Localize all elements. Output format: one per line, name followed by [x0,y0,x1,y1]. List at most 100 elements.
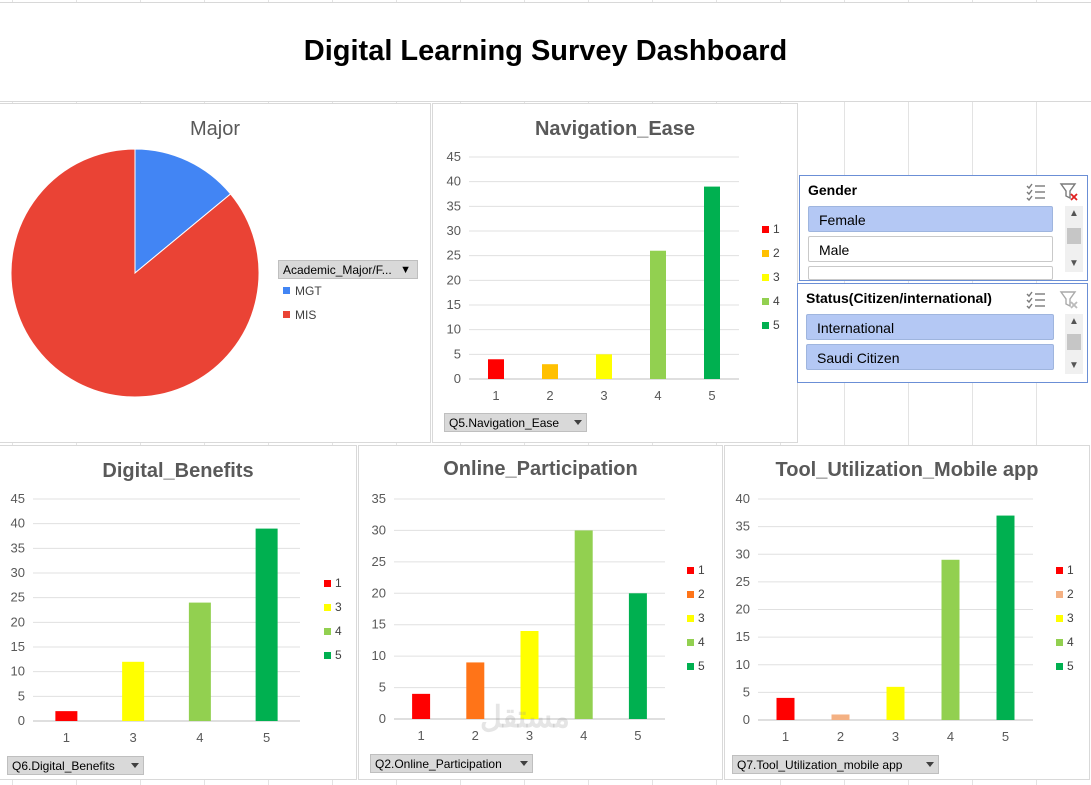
benefits-chart-panel[interactable]: Digital_Benefits 0 5 10 15 20 25 30 35 40 45 1 3 4 5 1… [0,445,357,780]
gender-scrollbar[interactable]: ▲ ▼ [1065,206,1083,272]
dashboard-title: Digital Learning Survey Dashboard [303,35,788,67]
y-tick-label: 40 [736,491,750,506]
y-tick-label: 30 [736,546,750,561]
y-tick-label: 20 [736,602,750,617]
legend-swatch [687,615,694,622]
chevron-down-icon [520,761,528,766]
y-tick-label: 0 [379,711,386,726]
x-tick-label: 5 [1002,729,1009,744]
x-tick-label: 1 [417,728,424,743]
online-filter-button[interactable]: Q2.Online_Participation [370,754,533,773]
chevron-up-icon[interactable]: ▲ [1069,316,1079,327]
x-tick-label: 3 [130,730,137,745]
scroll-thumb[interactable] [1067,334,1081,350]
bar-1[interactable] [412,693,431,719]
legend-swatch [762,250,769,257]
chevron-down-icon [131,763,139,768]
slicer-tools [1025,181,1081,206]
legend-swatch [1056,591,1063,598]
major-filter-button[interactable]: Academic_Major/F... ▼ [278,260,418,279]
legend-label: 4 [773,294,780,308]
bar-1[interactable] [776,697,795,720]
bar-2[interactable] [466,662,485,719]
bar-4[interactable] [188,602,211,721]
bar-1[interactable] [488,359,504,379]
legend-swatch [687,591,694,598]
tool-chart-title: Tool_Utilization_Mobile app [775,459,1039,481]
bar-3[interactable] [122,661,145,721]
chevron-down-icon[interactable]: ▼ [1069,258,1079,269]
bar-2[interactable] [542,364,558,379]
navigation-chart-panel[interactable]: Navigation_Ease 0 5 10 15 20 25 30 35 40 45 1 2 3 4 5 1… [432,103,798,443]
legend-label: 3 [773,270,780,284]
chevron-down-icon [574,420,582,425]
pie-slice-mis[interactable] [10,149,260,398]
bar-2[interactable] [831,714,850,720]
y-tick-label: 20 [11,614,25,629]
tool-chart-panel[interactable]: Tool_Utilization_Mobile app 0 5 10 15 20 25 30… [724,445,1090,780]
y-tick-label: 35 [736,519,750,534]
bar-3[interactable] [886,686,905,720]
bar-5[interactable] [996,515,1015,720]
multi-select-icon[interactable] [1025,181,1081,202]
tool-filter-button[interactable]: Q7.Tool_Utilization_mobile app [732,755,939,774]
chevron-down-icon[interactable]: ▼ [1069,360,1079,371]
chevron-up-icon[interactable]: ▲ [1069,208,1079,219]
x-tick-label: 4 [580,728,587,743]
y-tick-label: 10 [11,664,25,679]
gender-slicer-title: Gender [808,182,858,198]
x-tick-label: 5 [708,388,715,403]
legend-label: 1 [773,222,780,236]
title-band [0,2,1091,102]
y-tick-label: 5 [454,346,461,361]
tool-bar-chart: 0 5 10 15 20 25 30 35 40 1 2 3 4 5 1 2 3 4 5 [736,491,1074,744]
bar-1[interactable] [55,711,78,721]
online-chart-panel[interactable]: Online_Participation 0 5 10 15 20 25 30 35 1 2 3 4 5… [358,445,723,780]
x-tick-label: 2 [837,729,844,744]
pie-slice-mgt[interactable] [134,149,232,275]
benefits-filter-button[interactable]: Q6.Digital_Benefits [7,756,144,775]
bar-4[interactable] [941,559,960,720]
legend-label: 1 [335,576,342,590]
y-tick-label: 15 [736,629,750,644]
navigation-filter-button[interactable]: Q5.Navigation_Ease [444,413,587,432]
bar-5[interactable] [704,186,720,379]
major-chart-panel[interactable]: Major Academic_Major/F... ▼ MGT MIS [0,103,431,443]
bar-5[interactable] [628,593,647,719]
y-tick-label: 10 [447,322,461,337]
legend-label: 3 [1067,611,1074,625]
gender-option-hidden[interactable] [808,266,1053,280]
bar-3[interactable] [596,354,612,379]
gender-slicer[interactable]: Gender Female Male ▲ ▼ [799,175,1088,281]
status-scrollbar[interactable]: ▲ ▼ [1065,314,1083,374]
bar-5[interactable] [255,528,278,721]
legend-swatch [762,322,769,329]
legend-label: 4 [1067,635,1074,649]
status-option-saudi-citizen[interactable]: Saudi Citizen [806,344,1054,370]
y-tick-label: 25 [736,574,750,589]
gender-option-male[interactable]: Male [808,236,1053,262]
legend-label: 5 [335,648,342,662]
y-tick-label: 10 [372,648,386,663]
status-slicer[interactable]: Status(Citizen/international) Internatio… [797,283,1088,383]
legend-label: 3 [335,600,342,614]
bar-3[interactable] [520,631,539,719]
x-tick-label: 5 [263,730,270,745]
major-filter-label: Academic_Major/F... [283,263,392,277]
legend-swatch [1056,615,1063,622]
y-tick-label: 0 [18,713,25,728]
status-option-international[interactable]: International [806,314,1054,340]
scroll-thumb[interactable] [1067,228,1081,244]
clear-filter-icon [1059,183,1078,201]
legend-label: 5 [698,659,705,673]
y-tick-label: 30 [11,565,25,580]
bar-4[interactable] [650,250,666,379]
bar-4[interactable] [574,530,593,719]
gender-option-female[interactable]: Female [808,206,1053,232]
y-tick-label: 15 [447,297,461,312]
legend-label: 1 [698,563,705,577]
y-tick-label: 10 [736,657,750,672]
multi-select-icon[interactable] [1025,289,1081,310]
y-tick-label: 25 [372,554,386,569]
